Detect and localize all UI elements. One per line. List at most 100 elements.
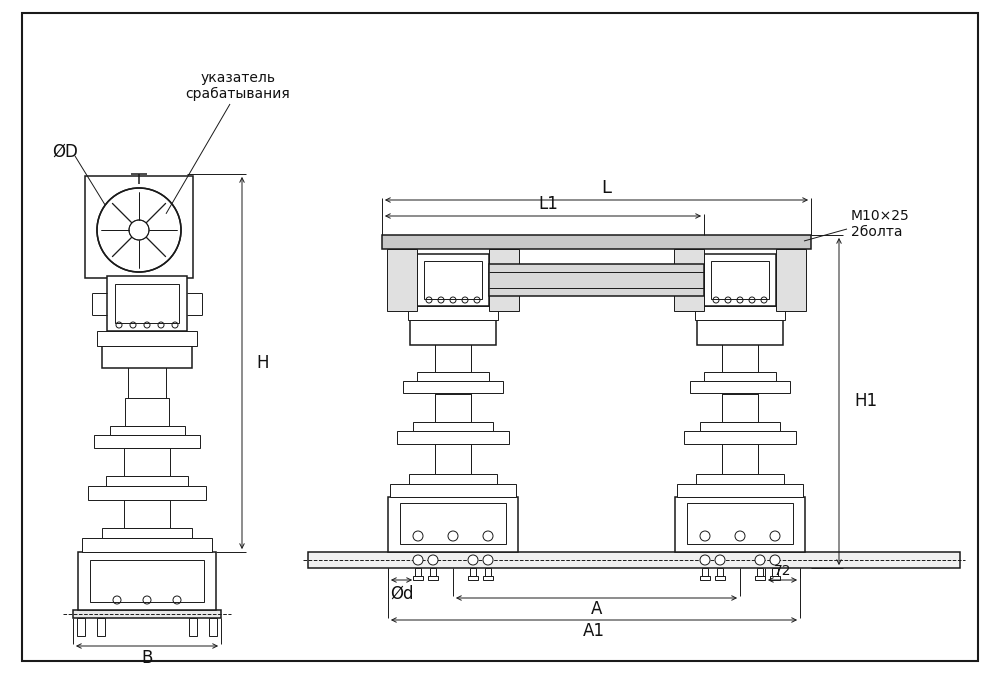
Text: H: H	[256, 354, 268, 372]
Bar	[776, 249, 806, 311]
Bar	[428, 576, 438, 580]
Bar	[704, 372, 776, 381]
Bar	[684, 431, 796, 444]
Bar	[78, 552, 216, 610]
Bar	[696, 474, 784, 484]
Bar	[124, 448, 170, 476]
Bar	[700, 422, 780, 431]
Bar	[388, 497, 518, 552]
Bar	[390, 484, 516, 497]
Bar	[413, 422, 493, 431]
Bar	[715, 576, 725, 580]
Bar	[90, 560, 204, 602]
Bar	[704, 254, 776, 306]
Circle shape	[755, 555, 765, 565]
Bar	[677, 484, 803, 497]
Bar	[97, 331, 197, 346]
Text: ØD: ØD	[52, 143, 78, 161]
Bar	[209, 618, 217, 636]
Bar	[124, 500, 170, 528]
Bar	[690, 381, 790, 393]
Circle shape	[483, 555, 493, 565]
Bar	[717, 568, 723, 576]
Bar	[94, 435, 200, 448]
Bar	[470, 568, 476, 576]
Bar	[382, 235, 811, 249]
Bar	[489, 264, 704, 296]
Circle shape	[770, 555, 780, 565]
Text: Ød: Ød	[390, 585, 413, 603]
Bar	[88, 486, 206, 500]
Bar	[125, 398, 169, 426]
Bar	[417, 372, 489, 381]
Bar	[489, 249, 519, 311]
Bar	[106, 476, 188, 486]
Bar	[387, 249, 417, 311]
Bar	[107, 276, 187, 331]
Bar	[468, 576, 478, 580]
Circle shape	[770, 531, 780, 541]
Bar	[417, 254, 489, 306]
Text: M10×25
2болта: M10×25 2болта	[851, 209, 910, 239]
Circle shape	[715, 555, 725, 565]
Text: B: B	[141, 649, 153, 667]
Bar	[675, 497, 805, 552]
Circle shape	[700, 531, 710, 541]
Circle shape	[413, 555, 423, 565]
Bar	[722, 394, 758, 422]
Bar	[408, 306, 498, 320]
Circle shape	[428, 555, 438, 565]
Text: A: A	[591, 600, 602, 618]
Text: L1: L1	[538, 195, 558, 213]
Bar	[695, 306, 785, 320]
Circle shape	[448, 531, 458, 541]
Text: H1: H1	[854, 393, 877, 410]
Bar	[413, 576, 423, 580]
Bar	[435, 394, 471, 422]
Bar	[700, 576, 710, 580]
Bar	[697, 320, 783, 345]
Bar	[410, 320, 496, 345]
Bar	[189, 618, 197, 636]
Bar	[485, 568, 491, 576]
Circle shape	[468, 555, 478, 565]
Bar	[430, 568, 436, 576]
Bar	[772, 568, 778, 576]
Circle shape	[700, 555, 710, 565]
Bar	[722, 344, 758, 372]
Circle shape	[413, 531, 423, 541]
Bar	[110, 426, 185, 435]
Circle shape	[483, 531, 493, 541]
Bar	[711, 261, 769, 299]
Circle shape	[735, 531, 745, 541]
Bar	[400, 503, 506, 544]
Bar	[409, 474, 497, 484]
Text: 72: 72	[774, 564, 791, 578]
Bar	[755, 576, 765, 580]
Bar	[702, 568, 708, 576]
Bar	[757, 568, 763, 576]
Bar	[403, 381, 503, 393]
Bar	[674, 249, 704, 311]
Bar	[77, 618, 85, 636]
Text: A1: A1	[583, 622, 605, 640]
Bar	[85, 176, 193, 278]
Bar	[73, 610, 221, 618]
Bar	[308, 552, 960, 568]
Text: L: L	[602, 179, 612, 197]
Text: указатель
срабатывания: указатель срабатывания	[186, 71, 290, 101]
Bar	[97, 618, 105, 636]
Bar	[82, 538, 212, 552]
Bar	[424, 261, 482, 299]
Bar	[722, 444, 758, 474]
Bar	[115, 284, 179, 323]
Bar	[102, 346, 192, 368]
Bar	[102, 528, 192, 538]
Bar	[435, 344, 471, 372]
Bar	[770, 576, 780, 580]
Bar	[483, 576, 493, 580]
Bar	[435, 444, 471, 474]
Bar	[397, 431, 509, 444]
Bar	[687, 503, 793, 544]
Bar	[415, 568, 421, 576]
